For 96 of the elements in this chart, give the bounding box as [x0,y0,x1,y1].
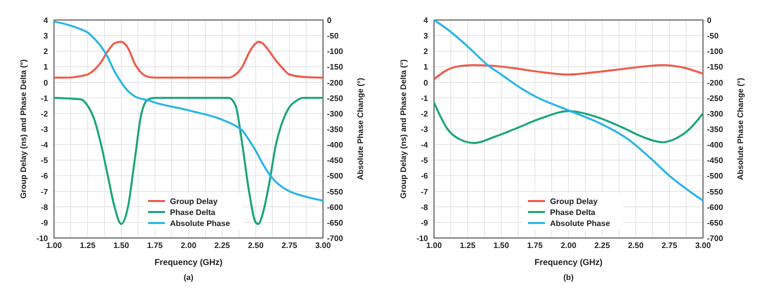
y-tick-label: -6 [420,172,429,181]
y-tick-label: -3 [420,125,429,134]
y-tick-label: 2 [44,47,49,56]
x-tick-label: 1.25 [460,241,476,250]
x-tick-label: 2.75 [282,241,298,250]
y-tick-label: -2 [420,109,429,118]
y2-tick-label: -100 [707,47,724,56]
y2-tick-label: -200 [327,78,344,88]
x-tick-label: 1.00 [46,241,62,250]
y2-axis-title: Absolute Phase Change (°) [356,78,365,180]
y-tick-label: 3 [424,32,429,41]
y2-tick-label: -450 [327,156,344,166]
y-tick-label: 4 [44,16,49,25]
y2-tick-label: -350 [707,125,724,134]
y2-tick-label: -600 [707,202,724,212]
x-tick-label: 3.00 [315,241,332,250]
y-tick-label: -5 [40,156,49,166]
y-tick-label: -10 [416,234,429,243]
y2-tick-label: -400 [707,140,724,150]
line-series [53,96,324,225]
line-series [433,64,704,80]
x-tick-label: 1.50 [493,241,510,250]
y-tick-label: -9 [420,218,429,228]
text: (a) [184,273,194,282]
y2-axis-title: Absolute Phase Change (°) [736,78,745,180]
x-tick-label: 2.25 [594,241,610,250]
y2-tick-label: -650 [707,218,724,228]
y2-tick-label: -150 [707,62,724,72]
legend-label: Absolute Phase [170,219,231,228]
y-tick-label: -1 [420,94,429,103]
legend-label: Group Delay [550,197,598,206]
x-tick-label: 2.50 [248,241,264,250]
y2-tick-label: -100 [327,47,344,56]
y2-tick-label: -500 [327,172,344,181]
y-tick-label: -3 [40,125,49,134]
y-axis-title: Group Delay (ns) and Phase Delta (°) [19,59,28,199]
y2-tick-label: -350 [327,125,344,134]
legend-label: Phase Delta [170,208,216,217]
y-tick-label: -4 [420,140,429,150]
x-tick-label: 2.75 [662,241,678,250]
legend-label: Phase Delta [550,208,596,217]
y2-tick-label: -550 [707,187,724,196]
y-tick-label: -10 [36,234,49,243]
y2-tick-label: 0 [707,16,712,25]
y2-tick-label: -50 [707,32,720,41]
text: (b) [563,273,574,282]
x-axis-title: Frequency (GHz) [154,257,223,267]
legend-label: Group Delay [170,197,218,206]
x-tick-label: 1.25 [80,241,96,250]
x-tick-label: 2.50 [628,241,644,250]
y-tick-label: -8 [420,202,429,212]
x-tick-label: 1.75 [147,241,164,250]
x-axis-title: Frequency (GHz) [534,257,603,267]
y-tick-label: 1 [424,62,429,72]
y-tick-label: -5 [420,156,429,166]
line-series [433,102,704,144]
y-tick-label: -4 [40,140,49,150]
x-tick-label: 1.00 [426,241,442,250]
x-tick-label: 1.50 [113,241,130,250]
y2-tick-label: -450 [707,156,724,166]
y-tick-label: -9 [40,218,49,228]
y-tick-label: -7 [420,187,429,196]
legend-label: Absolute Phase [550,219,611,228]
y2-tick-label: -300 [327,109,344,118]
y-tick-label: -7 [40,187,49,196]
y2-tick-label: -700 [707,234,724,243]
y2-tick-label: -600 [327,202,344,212]
y-tick-label: 0 [424,78,429,88]
y2-tick-label: -250 [327,94,344,103]
y-tick-label: 3 [44,32,49,41]
y2-tick-label: -700 [327,234,344,243]
y2-tick-label: -50 [327,32,340,41]
y-tick-label: -2 [40,109,49,118]
y-tick-label: 1 [44,62,49,72]
y2-tick-label: -650 [327,218,344,228]
y2-tick-label: -200 [707,78,724,88]
y-tick-label: 0 [44,78,49,88]
y2-tick-label: -150 [327,62,344,72]
x-tick-label: 2.25 [214,241,230,250]
y2-tick-label: -500 [707,172,724,181]
y2-tick-label: -300 [707,109,724,118]
line-series [53,40,324,79]
x-tick-label: 3.00 [695,241,712,250]
y-tick-label: -6 [40,172,49,181]
y2-tick-label: 0 [327,16,332,25]
y-tick-label: -1 [40,94,49,103]
y-tick-label: 4 [424,16,429,25]
y2-tick-label: -250 [707,94,724,103]
y-tick-label: -8 [40,202,49,212]
x-tick-label: 2.00 [560,241,577,250]
x-tick-label: 1.75 [527,241,544,250]
y2-tick-label: -400 [327,140,344,150]
y-axis-title: Group Delay (ns) and Phase Delta (°) [399,59,408,199]
x-tick-label: 2.00 [180,241,197,250]
y2-tick-label: -550 [327,187,344,196]
y-tick-label: 2 [424,47,429,56]
